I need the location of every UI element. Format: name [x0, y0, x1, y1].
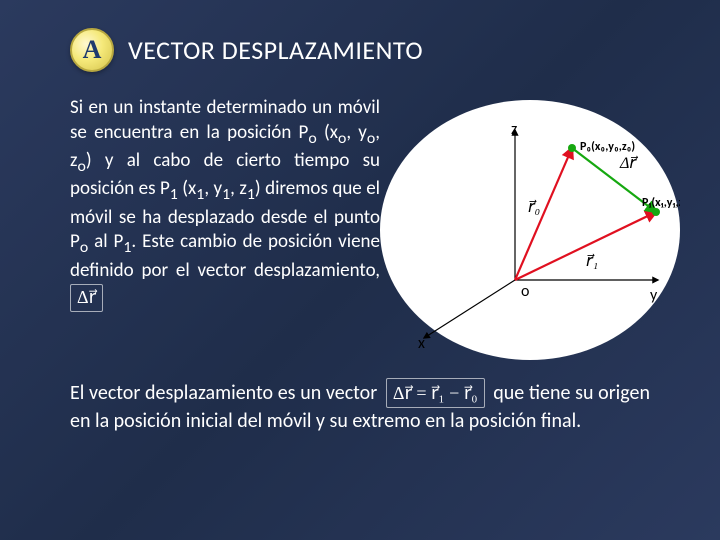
formula-eq: Δr⃗ = r⃗₁ − r⃗₀ — [393, 383, 478, 403]
svg-text:x: x — [418, 334, 425, 353]
svg-text:P₁(x₁,y₁,z₁): P₁(x₁,y₁,z₁) — [642, 196, 680, 210]
badge-letter: A — [83, 35, 102, 65]
svg-text:Δr⃗: Δr⃗ — [619, 155, 638, 172]
svg-text:z: z — [511, 120, 517, 139]
svg-text:o: o — [521, 282, 529, 301]
diagram-ellipse: z y x o r⃗₀ r⃗₁ Δr⃗P₀(x₀,y₀,z₀) P₁(x₁,y₁,z₁) — [380, 100, 680, 360]
delta-r-symbol: Δr⃗ — [77, 287, 96, 307]
svg-text:r⃗₀: r⃗₀ — [528, 199, 540, 216]
page-title: VECTOR DESPLAZAMIENTO — [128, 34, 423, 66]
formula-box: Δr⃗ = r⃗₁ − r⃗₀ — [386, 378, 485, 408]
main-paragraph: Si en un instante determinado un móvil s… — [70, 96, 380, 360]
svg-text:y: y — [650, 286, 658, 305]
diagram-container: z y x o r⃗₀ r⃗₁ Δr⃗P₀(x₀,y₀,z₀) P₁(x₁,y₁,z₁) — [380, 96, 680, 360]
vector-diagram-svg: z y x o r⃗₀ r⃗₁ Δr⃗P₀(x₀,y₀,z₀) P₁(x₁,y₁,z₁) — [380, 100, 680, 360]
content-row: Si en un instante determinado un móvil s… — [0, 72, 720, 360]
delta-r-box-inline: Δr⃗ — [70, 284, 103, 313]
svg-text:P₀(x₀,y₀,z₀): P₀(x₀,y₀,z₀) — [580, 140, 635, 154]
svg-text:r⃗₁: r⃗₁ — [586, 253, 598, 270]
header: A VECTOR DESPLAZAMIENTO — [0, 0, 720, 72]
footer-pre: El vector desplazamiento es un vector — [70, 381, 377, 405]
section-badge: A — [70, 28, 114, 72]
footer-paragraph: El vector desplazamiento es un vector Δr… — [0, 360, 720, 434]
